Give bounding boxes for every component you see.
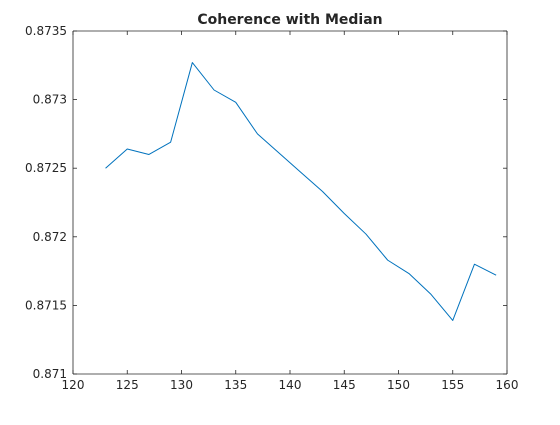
data-point <box>126 147 129 150</box>
x-tick-label: 135 <box>224 378 247 392</box>
data-point <box>321 190 324 193</box>
data-point <box>104 167 107 170</box>
y-tick-label: 0.873 <box>33 93 67 107</box>
x-tick-label: 160 <box>496 378 519 392</box>
series-layer <box>104 61 498 322</box>
data-point <box>386 259 389 262</box>
y-tick-label: 0.8735 <box>25 24 67 38</box>
data-point <box>234 101 237 104</box>
x-tick-label: 150 <box>387 378 410 392</box>
data-point <box>169 141 172 144</box>
data-point <box>191 61 194 64</box>
ticks: 120 125 130 135 140 145 150 155 160 0.871 0.8715 0.… <box>25 24 518 392</box>
data-point <box>213 88 216 91</box>
x-tick-label: 120 <box>62 378 85 392</box>
x-tick-label: 145 <box>333 378 356 392</box>
x-tick-label: 125 <box>116 378 139 392</box>
y-tick-label: 0.872 <box>33 230 67 244</box>
data-point <box>256 132 259 135</box>
plot-area <box>73 31 507 374</box>
data-point <box>473 263 476 266</box>
data-point <box>147 153 150 156</box>
y-tick-label: 0.8725 <box>25 161 67 175</box>
series-line-0 <box>105 62 497 321</box>
data-point <box>364 233 367 236</box>
data-point <box>278 152 281 155</box>
y-tick-label: 0.871 <box>33 367 67 381</box>
data-point <box>495 274 498 277</box>
chart-title: Coherence with Median <box>197 12 382 28</box>
data-point <box>343 212 346 215</box>
data-point <box>451 319 454 322</box>
data-point <box>408 272 411 275</box>
data-point <box>299 171 302 174</box>
x-tick-label: 155 <box>441 378 464 392</box>
x-tick-label: 130 <box>170 378 193 392</box>
x-tick-label: 140 <box>279 378 302 392</box>
data-point <box>430 293 433 296</box>
y-tick-label: 0.8715 <box>25 298 67 312</box>
